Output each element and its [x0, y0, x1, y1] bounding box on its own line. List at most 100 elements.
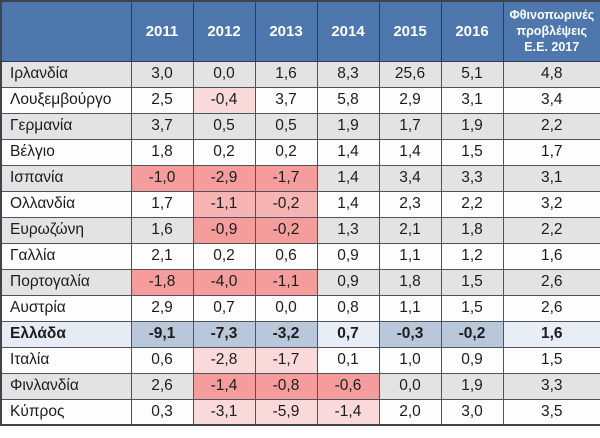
value-cell: 4,8	[502, 60, 600, 88]
header-row: 2011 2012 2013 2014 2015 2016 Φθινοπωριν…	[0, 0, 600, 62]
value-cell: 8,3	[316, 60, 380, 88]
header-forecast-2017: Φθινοπωρινές προβλέψεις Ε.Ε. 2017	[502, 0, 600, 62]
value-cell: 1,7	[130, 190, 194, 218]
value-cell: 0,8	[316, 294, 380, 322]
value-cell: 1,5	[502, 346, 600, 374]
value-cell: 1,4	[316, 164, 380, 192]
value-cell: 1,5	[440, 294, 504, 322]
value-cell: 3,2	[502, 190, 600, 218]
value-cell: 5,8	[316, 86, 380, 114]
value-cell: 0,3	[130, 398, 194, 426]
table-row: Ιρλανδία 3,0 0,0 1,6 8,3 25,6 5,1 4,8	[0, 60, 600, 88]
value-cell: 2,1	[378, 216, 442, 244]
value-cell: 1,4	[316, 190, 380, 218]
value-cell: 0,7	[316, 320, 380, 348]
table-header: 2011 2012 2013 2014 2015 2016 Φθινοπωριν…	[0, 0, 600, 62]
value-cell: -1,1	[192, 190, 256, 218]
value-cell: 2,1	[130, 242, 194, 270]
value-cell: 0,0	[254, 294, 318, 322]
value-cell: 0,6	[130, 346, 194, 374]
header-year-2013: 2013	[254, 0, 318, 62]
table-row: Πορτογαλία -1,8 -4,0 -1,1 0,9 1,8 1,5 2,6	[0, 268, 600, 296]
value-cell: 1,1	[378, 294, 442, 322]
value-cell: -3,2	[254, 320, 318, 348]
value-cell: 1,6	[502, 242, 600, 270]
country-label: Βέλγιο	[0, 138, 132, 166]
value-cell: 2,9	[130, 294, 194, 322]
value-cell: 3,1	[502, 164, 600, 192]
value-cell: 0,1	[316, 346, 380, 374]
value-cell: -9,1	[130, 320, 194, 348]
value-cell: -0,2	[254, 190, 318, 218]
value-cell: 0,2	[254, 138, 318, 166]
value-cell: 1,8	[440, 216, 504, 244]
table-body: Ιρλανδία 3,0 0,0 1,6 8,3 25,6 5,1 4,8 Λουξεμβούρ…	[0, 60, 600, 426]
value-cell: 0,2	[192, 138, 256, 166]
value-cell: -0,4	[192, 86, 256, 114]
table-row: Ελλάδα -9,1 -7,3 -3,2 0,7 -0,3 -0,2 1,6	[0, 320, 600, 348]
header-year-2014: 2014	[316, 0, 380, 62]
value-cell: 1,9	[440, 112, 504, 140]
value-cell: -0,9	[192, 216, 256, 244]
value-cell: 0,0	[192, 60, 256, 88]
country-label: Φινλανδία	[0, 372, 132, 400]
value-cell: 0,7	[192, 294, 256, 322]
table-row: Κύπρος 0,3 -3,1 -5,9 -1,4 2,0 3,0 3,5	[0, 398, 600, 426]
value-cell: 1,8	[378, 268, 442, 296]
value-cell: 2,2	[502, 112, 600, 140]
value-cell: 2,9	[378, 86, 442, 114]
country-label: Πορτογαλία	[0, 268, 132, 296]
header-year-2015: 2015	[378, 0, 442, 62]
value-cell: 1,6	[254, 60, 318, 88]
value-cell: 0,9	[316, 242, 380, 270]
value-cell: -0,8	[254, 372, 318, 400]
value-cell: 2,5	[130, 86, 194, 114]
value-cell: 3,0	[130, 60, 194, 88]
value-cell: 1,4	[316, 138, 380, 166]
value-cell: 3,0	[440, 398, 504, 426]
value-cell: 1,5	[440, 138, 504, 166]
country-label: Αυστρία	[0, 294, 132, 322]
table-row: Ιταλία 0,6 -2,8 -1,7 0,1 1,0 0,9 1,5	[0, 346, 600, 374]
value-cell: 3,3	[440, 164, 504, 192]
country-label: Ευρωζώνη	[0, 216, 132, 244]
table-row: Ισπανία -1,0 -2,9 -1,7 1,4 3,4 3,3 3,1	[0, 164, 600, 192]
value-cell: 1,7	[378, 112, 442, 140]
value-cell: 3,4	[378, 164, 442, 192]
header-empty-cell	[0, 0, 132, 62]
country-label: Κύπρος	[0, 398, 132, 426]
table-row: Φινλανδία 2,6 -1,4 -0,8 -0,6 0,0 1,9 3,3	[0, 372, 600, 400]
country-label: Γαλλία	[0, 242, 132, 270]
value-cell: -0,3	[378, 320, 442, 348]
country-label: Ελλάδα	[0, 320, 132, 348]
value-cell: 5,1	[440, 60, 504, 88]
value-cell: 1,5	[440, 268, 504, 296]
value-cell: 2,6	[502, 268, 600, 296]
value-cell: -0,2	[254, 216, 318, 244]
value-cell: 1,8	[130, 138, 194, 166]
value-cell: 3,3	[502, 372, 600, 400]
header-year-2011: 2011	[130, 0, 194, 62]
value-cell: -0,2	[440, 320, 504, 348]
value-cell: 3,1	[440, 86, 504, 114]
country-label: Ιταλία	[0, 346, 132, 374]
value-cell: -1,7	[254, 164, 318, 192]
table-row: Λουξεμβούργο 2,5 -0,4 3,7 5,8 2,9 3,1 3,4	[0, 86, 600, 114]
value-cell: 0,0	[378, 372, 442, 400]
value-cell: -7,3	[192, 320, 256, 348]
value-cell: 2,2	[502, 216, 600, 244]
table-row: Γαλλία 2,1 0,2 0,6 0,9 1,1 1,2 1,6	[0, 242, 600, 270]
country-label: Ολλανδία	[0, 190, 132, 218]
value-cell: 0,9	[316, 268, 380, 296]
value-cell: -5,9	[254, 398, 318, 426]
value-cell: 1,6	[130, 216, 194, 244]
table-row: Βέλγιο 1,8 0,2 0,2 1,4 1,4 1,5 1,7	[0, 138, 600, 166]
country-label: Λουξεμβούργο	[0, 86, 132, 114]
value-cell: 2,3	[378, 190, 442, 218]
table-row: Ευρωζώνη 1,6 -0,9 -0,2 1,3 2,1 1,8 2,2	[0, 216, 600, 244]
value-cell: 3,7	[130, 112, 194, 140]
value-cell: 0,2	[192, 242, 256, 270]
country-label: Ισπανία	[0, 164, 132, 192]
value-cell: 1,1	[378, 242, 442, 270]
